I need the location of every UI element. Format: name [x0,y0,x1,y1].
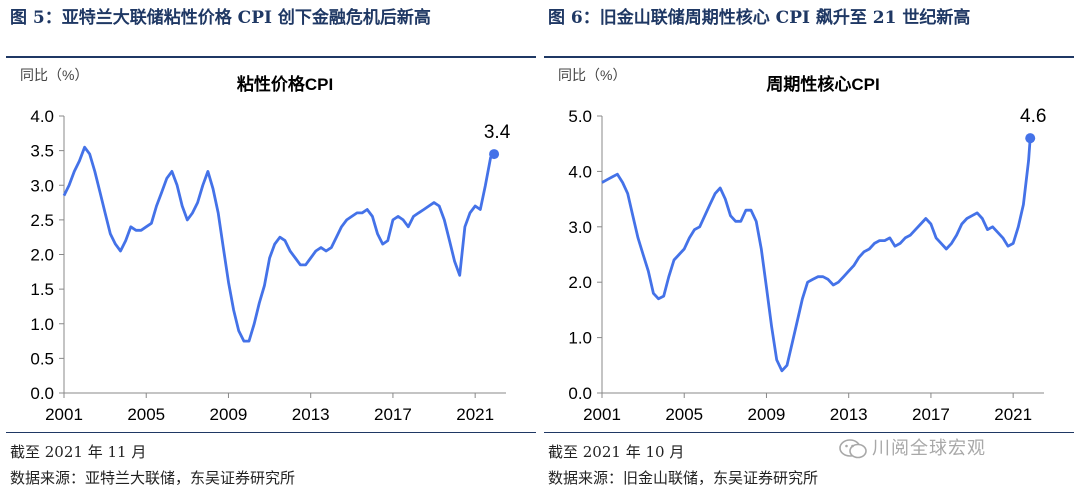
y-tick-label: 3.0 [30,176,54,195]
watermark: 川阅全球宏观 [838,434,986,460]
y-tick-label: 0.5 [30,349,54,368]
x-tick-label: 2013 [292,405,330,424]
x-tick-label: 2009 [210,405,248,424]
x-tick-label: 2017 [912,405,950,424]
x-tick-label: 2001 [583,405,621,424]
date-note: 截至 2021 年 11 月 [10,443,147,461]
figure-5-panel: 图 5：亚特兰大联储粘性价格 CPI 创下金融危机后新高 同比（%） 粘性价格CP… [6,0,536,497]
latest-value-label: 4.6 [1020,106,1046,127]
watermark-text: 川阅全球宏观 [872,438,986,459]
y-tick-label: 4.0 [30,107,54,126]
y-tick-label: 3.0 [568,218,592,237]
figure-title: 图 6：旧金山联储周期性核心 CPI 飙升至 21 世纪新高 [548,8,971,28]
y-tick-label: 5.0 [568,107,592,126]
x-tick-label: 2013 [830,405,868,424]
date-note: 截至 2021 年 10 月 [548,443,685,461]
figure-title: 图 5：亚特兰大联储粘性价格 CPI 创下金融危机后新高 [10,8,431,28]
figure-6-panel: 图 6：旧金山联储周期性核心 CPI 飙升至 21 世纪新高 同比（%） 周期性核… [544,0,1074,497]
y-axis-unit-label: 同比（%） [20,67,88,83]
x-tick-label: 2017 [374,405,412,424]
latest-value-label: 3.4 [484,122,511,143]
y-tick-label: 4.0 [568,162,592,181]
x-tick-label: 2021 [994,405,1032,424]
source-note: 数据来源：亚特兰大联储，东吴证券研究所 [10,469,296,487]
latest-point [1025,133,1036,144]
footer-rule [544,432,1074,433]
series-line [601,138,1032,373]
y-tick-label: 2.0 [30,246,54,265]
y-tick-label: 1.0 [30,315,54,334]
y-tick-label: 1.0 [568,329,592,348]
chart-title: 粘性价格CPI [237,74,333,94]
y-tick-label: 0.0 [568,384,592,403]
latest-point [489,149,500,160]
x-tick-label: 2001 [45,405,83,424]
source-note: 数据来源：旧金山联储，东吴证券研究所 [548,469,819,487]
wechat-icon [839,439,867,459]
x-tick-label: 2005 [665,405,703,424]
y-tick-label: 2.5 [30,211,54,230]
y-tick-label: 3.5 [30,142,54,161]
sticky-cpi-chart: 同比（%） 粘性价格CPI 0.0 0.5 1.0 1.5 2.0 2.5 3.0 3.5 4.0 2… [20,67,511,424]
cyclical-core-cpi-chart: 同比（%） 周期性核心CPI 0.0 1.0 2.0 3.0 4.0 5.0 2001 2005 2… [558,67,1046,424]
title-rule [544,56,1074,58]
series-line [62,145,496,343]
y-axis-unit-label: 同比（%） [558,67,626,83]
x-tick-label: 2009 [748,405,786,424]
footer-rule [6,432,536,433]
chart-title: 周期性核心CPI [766,74,879,94]
y-tick-label: 2.0 [568,273,592,292]
x-tick-label: 2021 [456,405,494,424]
x-tick-label: 2005 [127,405,165,424]
y-tick-label: 1.5 [30,280,54,299]
title-rule [6,56,536,58]
y-tick-label: 0.0 [30,384,54,403]
